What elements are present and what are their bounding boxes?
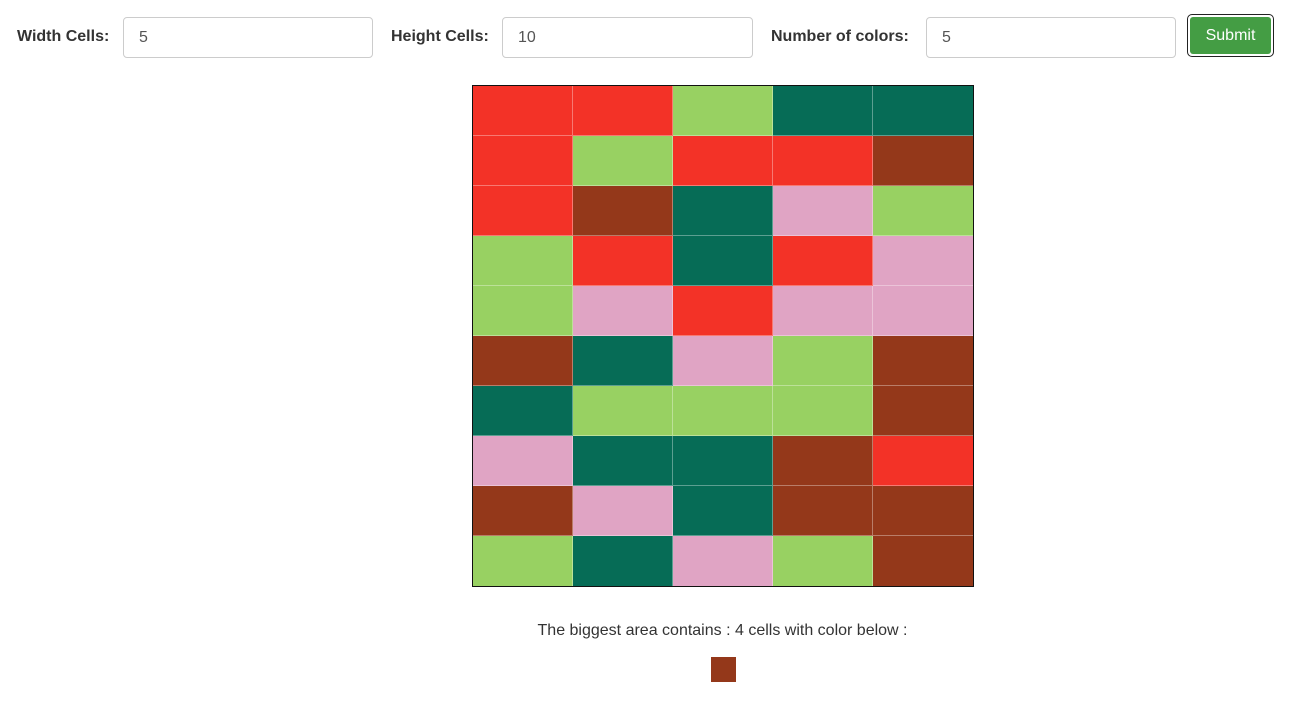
grid-cell <box>473 86 573 136</box>
grid-cell <box>573 286 673 336</box>
grid-cell <box>873 236 973 286</box>
height-cells-label: Height Cells: <box>391 28 489 45</box>
grid-cell <box>673 536 773 586</box>
color-grid <box>472 85 974 587</box>
grid-cell <box>873 486 973 536</box>
width-cells-label: Width Cells: <box>17 28 110 45</box>
biggest-area-result-text: The biggest area contains : 4 cells with… <box>537 622 908 639</box>
grid-cell <box>573 536 673 586</box>
grid-cell <box>673 336 773 386</box>
submit-button[interactable]: Submit <box>1187 14 1274 57</box>
grid-cell <box>473 186 573 236</box>
grid-cell <box>873 386 973 436</box>
grid-cell <box>873 436 973 486</box>
grid-cell <box>773 336 873 386</box>
grid-cell <box>473 136 573 186</box>
grid-cell <box>873 336 973 386</box>
grid-cell <box>473 436 573 486</box>
grid-cell <box>573 186 673 236</box>
grid-cell <box>573 486 673 536</box>
number-of-colors-label: Number of colors: <box>771 28 909 45</box>
grid-cell <box>673 186 773 236</box>
width-cells-input[interactable] <box>123 17 373 58</box>
grid-cell <box>673 86 773 136</box>
grid-settings-form: Width Cells: Height Cells: Number of col… <box>0 0 1305 70</box>
grid-cell <box>873 186 973 236</box>
grid-cell <box>773 186 873 236</box>
grid-cell <box>773 536 873 586</box>
submit-button-label: Submit <box>1190 17 1271 54</box>
biggest-area-color-swatch <box>711 657 736 682</box>
grid-cell <box>773 486 873 536</box>
grid-cell <box>573 86 673 136</box>
number-of-colors-input[interactable] <box>926 17 1176 58</box>
grid-cell <box>673 386 773 436</box>
grid-cell <box>773 236 873 286</box>
grid-cell <box>773 436 873 486</box>
grid-cell <box>573 386 673 436</box>
grid-cell <box>673 436 773 486</box>
grid-cell <box>573 436 673 486</box>
grid-cell <box>473 386 573 436</box>
grid-cell <box>873 536 973 586</box>
grid-cell <box>473 236 573 286</box>
grid-cell <box>673 286 773 336</box>
grid-cell <box>673 136 773 186</box>
grid-cell <box>773 386 873 436</box>
grid-cell <box>673 486 773 536</box>
grid-cell <box>573 236 673 286</box>
grid-cell <box>573 136 673 186</box>
grid-cell <box>873 86 973 136</box>
grid-cell <box>773 86 873 136</box>
grid-cell <box>473 536 573 586</box>
height-cells-input[interactable] <box>502 17 753 58</box>
grid-cell <box>873 286 973 336</box>
grid-cell <box>773 136 873 186</box>
grid-cell <box>573 336 673 386</box>
grid-cell <box>473 336 573 386</box>
grid-cell <box>473 286 573 336</box>
grid-cell <box>873 136 973 186</box>
grid-cell <box>673 236 773 286</box>
grid-cell <box>773 286 873 336</box>
grid-cell <box>473 486 573 536</box>
